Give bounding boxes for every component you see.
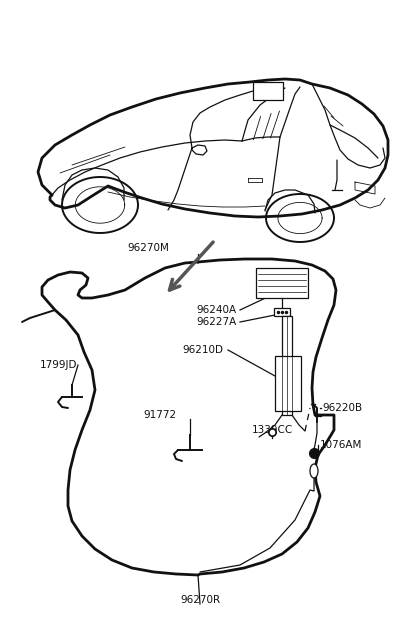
Text: 96210D: 96210D bbox=[182, 345, 223, 355]
Text: 96227A: 96227A bbox=[196, 317, 236, 327]
Text: 96240A: 96240A bbox=[196, 305, 236, 315]
Ellipse shape bbox=[310, 464, 318, 478]
Bar bbox=[253, 82, 283, 100]
Bar bbox=[275, 356, 301, 411]
Text: 91772: 91772 bbox=[143, 410, 177, 420]
Text: 96270M: 96270M bbox=[127, 243, 169, 253]
Text: 96220B: 96220B bbox=[322, 403, 362, 413]
Text: 96270R: 96270R bbox=[180, 595, 220, 605]
Bar bbox=[274, 308, 290, 316]
Text: 1339CC: 1339CC bbox=[251, 425, 293, 435]
Text: 1799JD: 1799JD bbox=[40, 360, 77, 370]
Bar bbox=[282, 316, 292, 415]
Text: 1076AM: 1076AM bbox=[320, 440, 362, 450]
Bar bbox=[256, 268, 308, 298]
